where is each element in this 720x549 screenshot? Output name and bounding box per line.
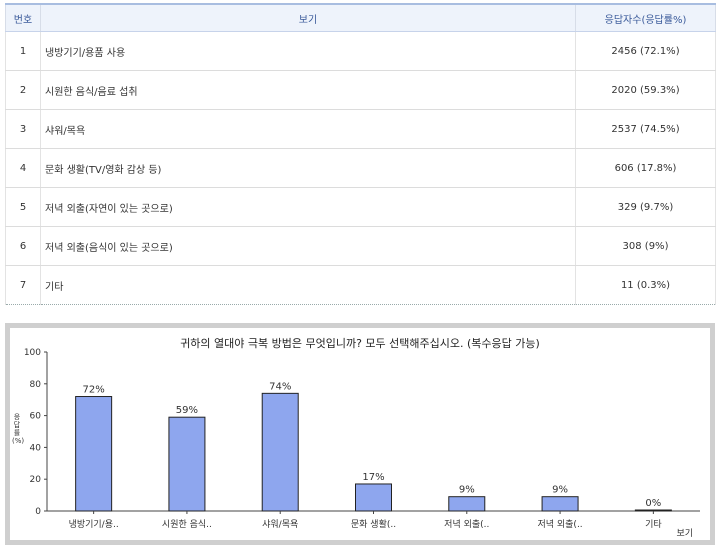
row-count: 2537 (74.5%) — [575, 109, 716, 149]
bar-value-label: 17% — [362, 472, 384, 483]
y-tick-label: 20 — [30, 475, 42, 485]
row-number: 3 — [5, 109, 41, 149]
row-count: 2456 (72.1%) — [575, 31, 716, 71]
bar-value-label: 74% — [269, 381, 291, 392]
bar — [634, 509, 672, 512]
bar-value-label: 9% — [459, 485, 475, 496]
row-count: 329 (9.7%) — [575, 187, 716, 227]
table-row: 2 시원한 음식/음료 섭취 2020 (59.3%) — [5, 70, 716, 110]
header-option: 보기 — [40, 3, 576, 32]
row-count: 11 (0.3%) — [575, 265, 716, 305]
x-tick-label: 저녁 외출(.. — [537, 518, 582, 530]
row-number: 5 — [5, 187, 41, 227]
x-tick-label: 시원한 음식.. — [162, 519, 212, 530]
bar-value-label: 59% — [176, 405, 198, 416]
x-tick-label: 문화 생활(.. — [351, 518, 396, 530]
y-tick-label: 60 — [30, 412, 42, 422]
table-row: 6 저녁 외출(음식이 있는 곳으로) 308 (9%) — [5, 226, 716, 266]
header-number: 번호 — [5, 3, 41, 32]
row-label: 냉방기기/용품 사용 — [40, 31, 576, 71]
table-row: 4 문화 생활(TV/영화 감상 등) 606 (17.8%) — [5, 148, 716, 188]
row-number: 1 — [5, 31, 41, 71]
y-tick-label: 40 — [30, 443, 42, 453]
table-row: 7 기타 11 (0.3%) — [5, 265, 716, 305]
bar — [541, 496, 579, 512]
x-tick-label: 기타 — [645, 519, 662, 530]
row-number: 2 — [5, 70, 41, 110]
table-row: 1 냉방기기/용품 사용 2456 (72.1%) — [5, 31, 716, 71]
chart-frame: 귀하의 열대야 극복 방법은 무엇입니까? 모두 선택해주십시오. (복수응답 … — [5, 323, 715, 545]
row-number: 4 — [5, 148, 41, 188]
chart-title: 귀하의 열대야 극복 방법은 무엇입니까? 모두 선택해주십시오. (복수응답 … — [180, 337, 540, 350]
row-label: 시원한 음식/음료 섭취 — [40, 70, 576, 110]
bar-value-label: 9% — [552, 485, 568, 496]
y-axis-label: 응답률(%) — [12, 413, 25, 445]
row-label: 기타 — [40, 265, 576, 305]
y-tick-label: 0 — [35, 507, 41, 517]
row-number: 7 — [5, 265, 41, 305]
bar — [168, 416, 206, 512]
bar — [261, 392, 299, 512]
bar-value-label: 0% — [645, 498, 661, 509]
header-respondents: 응답자수(응답률%) — [575, 3, 716, 32]
row-count: 308 (9%) — [575, 226, 716, 266]
y-tick-label: 100 — [24, 348, 41, 358]
row-count: 606 (17.8%) — [575, 148, 716, 188]
bar-chart: 100 80 60 40 20 0 72% 냉방기기/용.. 59% 시원한 음식.. 74% 샤워/… — [24, 348, 700, 530]
y-tick-label: 80 — [30, 380, 42, 390]
results-table: 번호 보기 응답자수(응답률%) 1 냉방기기/용품 사용 2456 (72.1… — [5, 3, 716, 305]
x-tick-label: 저녁 외출(.. — [444, 518, 489, 530]
x-tick-label: 샤워/목욕 — [262, 519, 298, 530]
table-row: 5 저녁 외출(자연이 있는 곳으로) 329 (9.7%) — [5, 187, 716, 227]
bar-value-label: 72% — [83, 385, 105, 396]
row-label: 저녁 외출(자연이 있는 곳으로) — [40, 187, 576, 227]
bar — [355, 483, 392, 512]
row-number: 6 — [5, 226, 41, 266]
row-label: 문화 생활(TV/영화 감상 등) — [40, 148, 576, 188]
row-count: 2020 (59.3%) — [575, 70, 716, 110]
bar — [448, 496, 486, 512]
x-tick-label: 냉방기기/용.. — [69, 519, 119, 530]
row-label: 저녁 외출(음식이 있는 곳으로) — [40, 226, 576, 266]
row-label: 샤워/목욕 — [40, 109, 576, 149]
table-row: 3 샤워/목욕 2537 (74.5%) — [5, 109, 716, 149]
chart-panel: 귀하의 열대야 극복 방법은 무엇입니까? 모두 선택해주십시오. (복수응답 … — [10, 328, 710, 540]
table-header-row: 번호 보기 응답자수(응답률%) — [5, 3, 716, 32]
bar — [75, 396, 113, 512]
x-axis-label: 보기 — [676, 529, 693, 539]
